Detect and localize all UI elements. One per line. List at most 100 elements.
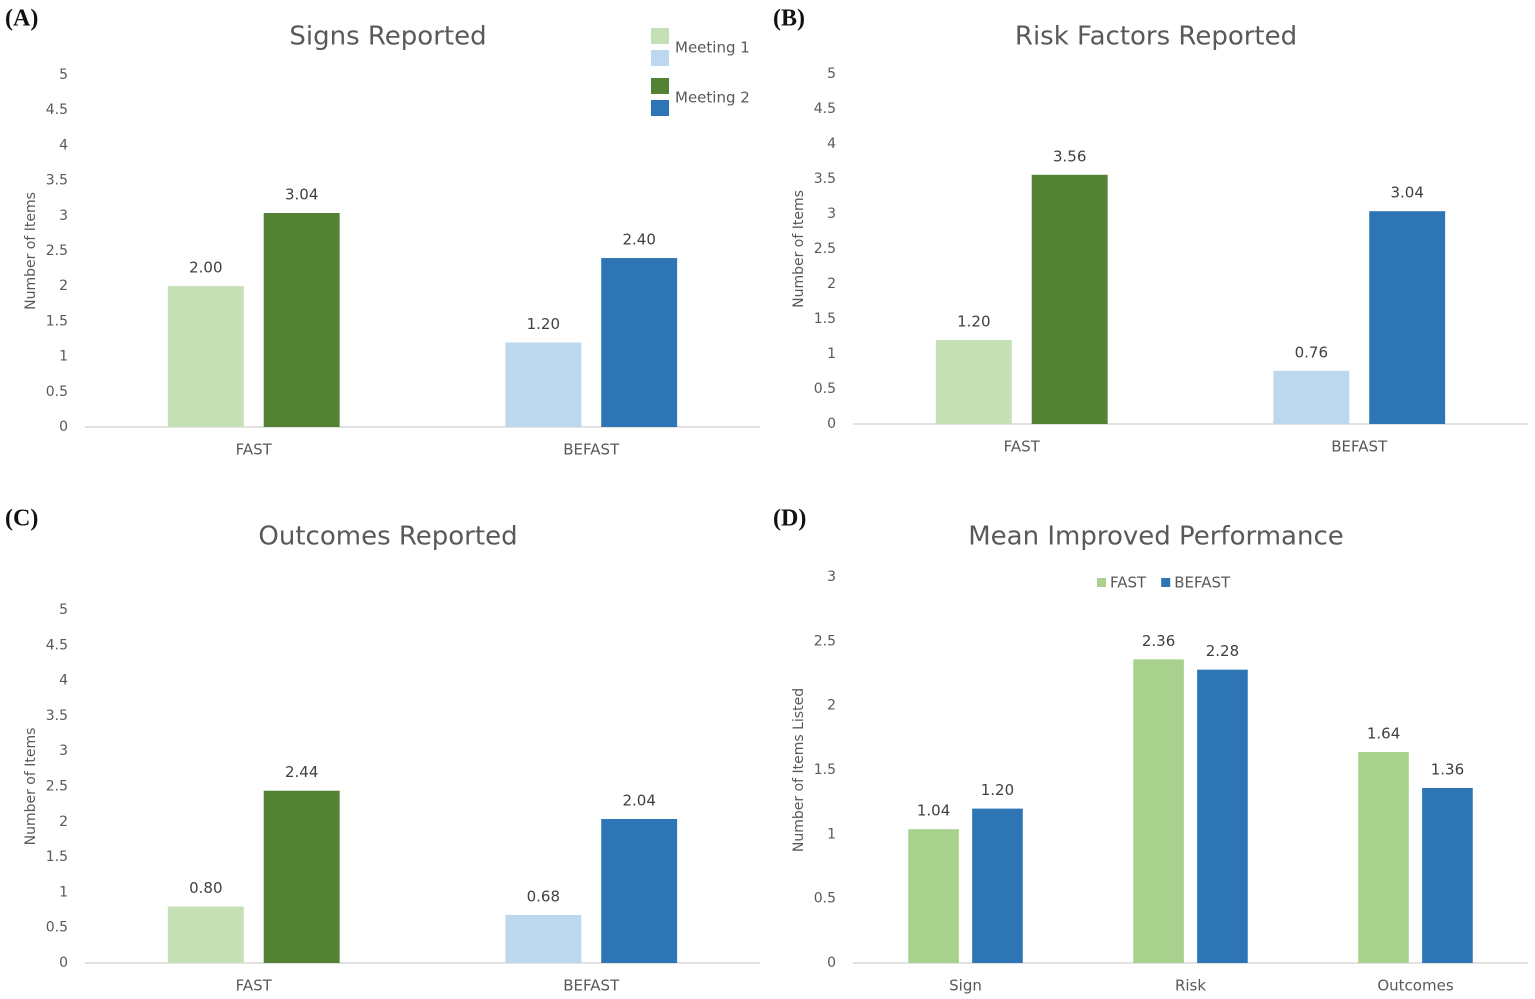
- panel-label: (B): [773, 6, 805, 32]
- panel-label: (D): [773, 506, 806, 532]
- x-tick-label: FAST: [236, 977, 273, 995]
- value-label: 2.04: [622, 791, 655, 809]
- y-tick-label: 2: [827, 276, 836, 292]
- y-tick-label: 0: [59, 419, 68, 435]
- value-label: 1.04: [917, 802, 950, 820]
- y-tick-label: 1: [59, 884, 68, 900]
- value-label: 3.04: [285, 185, 318, 203]
- value-label: 2.28: [1206, 642, 1239, 660]
- x-tick-label: BEFAST: [1331, 438, 1388, 456]
- value-label: 2.00: [189, 259, 222, 277]
- x-tick-label: FAST: [1004, 438, 1041, 456]
- value-label: 2.36: [1142, 632, 1175, 650]
- y-axis-label: Number of Items: [23, 728, 39, 846]
- bar: [505, 342, 582, 427]
- panel-label: (A): [5, 6, 38, 32]
- x-tick-label: BEFAST: [563, 977, 620, 995]
- y-tick-label: 1.5: [46, 313, 68, 329]
- value-label: 1.64: [1367, 724, 1400, 742]
- chart-title: Mean Improved Performance: [968, 522, 1344, 552]
- y-tick-label: 1.5: [46, 849, 68, 865]
- legend-swatch: [1161, 578, 1171, 587]
- y-tick-label: 5: [59, 67, 68, 83]
- bar: [263, 790, 340, 963]
- x-tick-label: BEFAST: [563, 441, 620, 459]
- legend-swatch: [651, 50, 669, 66]
- y-tick-label: 3.5: [46, 708, 68, 724]
- y-tick-label: 2: [827, 698, 836, 714]
- value-label: 0.68: [527, 887, 560, 905]
- y-tick-label: 4: [59, 673, 68, 689]
- value-label: 1.20: [957, 313, 990, 331]
- y-tick-label: 1: [59, 349, 68, 365]
- bar: [972, 808, 1023, 963]
- value-label: 1.36: [1431, 761, 1464, 779]
- y-tick-label: 0.5: [46, 384, 68, 400]
- y-axis-label: Number of Items: [23, 192, 39, 310]
- bar: [505, 914, 582, 963]
- chart-title: Outcomes Reported: [258, 522, 517, 552]
- chart-title: Signs Reported: [289, 22, 486, 52]
- x-tick-label: Risk: [1175, 977, 1206, 995]
- bar: [1197, 669, 1248, 963]
- y-tick-label: 1.5: [814, 762, 836, 778]
- x-tick-label: FAST: [236, 441, 273, 459]
- y-tick-label: 3.5: [46, 173, 68, 189]
- y-tick-label: 1: [827, 346, 836, 362]
- y-tick-label: 5: [59, 602, 68, 618]
- legend-label: Meeting 2: [675, 89, 750, 107]
- x-tick-label: Outcomes: [1377, 977, 1453, 995]
- y-tick-label: 1.5: [814, 311, 836, 327]
- value-label: 2.44: [285, 763, 318, 781]
- y-tick-label: 2.5: [46, 779, 68, 795]
- y-tick-label: 2: [59, 814, 68, 830]
- bar: [167, 906, 244, 963]
- bar: [167, 286, 244, 427]
- y-tick-label: 2: [59, 278, 68, 294]
- bar: [935, 340, 1012, 424]
- y-tick-label: 4: [59, 137, 68, 153]
- value-label: 3.56: [1053, 147, 1086, 165]
- value-label: 1.20: [527, 315, 560, 333]
- y-tick-label: 0: [59, 955, 68, 971]
- bar: [1358, 751, 1409, 963]
- y-tick-label: 2.5: [814, 633, 836, 649]
- y-tick-label: 4.5: [814, 101, 836, 117]
- bar: [1133, 659, 1184, 963]
- y-tick-label: 4.5: [46, 637, 68, 653]
- value-label: 0.76: [1295, 343, 1328, 361]
- value-label: 0.80: [189, 879, 222, 897]
- y-tick-label: 0.5: [814, 891, 836, 907]
- y-tick-label: 2.5: [46, 243, 68, 259]
- legend-swatch: [651, 100, 669, 116]
- y-axis-label: Number of Items Listed: [791, 688, 807, 852]
- bar: [1273, 370, 1350, 424]
- y-tick-label: 5: [827, 66, 836, 82]
- bar: [601, 818, 678, 963]
- legend-label: BEFAST: [1174, 574, 1231, 592]
- bar: [601, 258, 678, 427]
- bar: [1422, 788, 1473, 963]
- bar: [1031, 174, 1108, 424]
- legend-swatch: [651, 28, 669, 44]
- legend-swatch: [651, 78, 669, 94]
- legend-swatch: [1097, 578, 1106, 587]
- value-label: 2.40: [622, 231, 655, 249]
- y-tick-label: 3: [827, 206, 836, 222]
- y-tick-label: 0: [827, 955, 836, 971]
- bar: [1369, 211, 1446, 424]
- y-tick-label: 0.5: [814, 381, 836, 397]
- legend-label: Meeting 1: [675, 39, 750, 57]
- value-label: 1.20: [981, 781, 1014, 799]
- bar: [263, 212, 340, 427]
- bar: [908, 829, 959, 963]
- y-tick-label: 3: [59, 208, 68, 224]
- y-tick-label: 0: [827, 416, 836, 432]
- y-tick-label: 3.5: [814, 171, 836, 187]
- y-tick-label: 2.5: [814, 241, 836, 257]
- y-tick-label: 1: [827, 826, 836, 842]
- chart-title: Risk Factors Reported: [1015, 22, 1297, 52]
- y-tick-label: 3: [59, 743, 68, 759]
- value-label: 3.04: [1390, 184, 1423, 202]
